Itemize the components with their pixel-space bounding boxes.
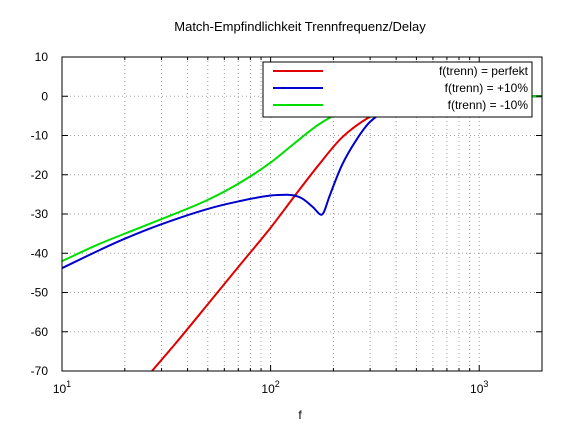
x-tick-exponent: 1 xyxy=(66,379,71,389)
series-line-2 xyxy=(62,95,542,270)
y-tick-label: 0 xyxy=(41,89,48,103)
legend-label-2: f(trenn) = +10% xyxy=(445,81,529,95)
x-axis-label: f xyxy=(298,408,302,422)
y-tick-label: -10 xyxy=(31,129,49,143)
legend-label-1: f(trenn) = perfekt xyxy=(439,64,529,78)
x-tick-label: 103 xyxy=(470,379,488,396)
y-tick-label: -40 xyxy=(31,246,49,260)
series-line-1 xyxy=(151,95,542,371)
legend-label-3: f(trenn) = -10% xyxy=(448,98,529,112)
y-tick-label: -50 xyxy=(31,286,49,300)
y-tick-label: -70 xyxy=(31,364,49,378)
legend: f(trenn) = perfekt f(trenn) = +10% f(trenn… xyxy=(262,61,533,118)
y-tick-label: -30 xyxy=(31,207,49,221)
x-tick-base: 10 xyxy=(53,382,67,396)
chart-title: Match-Empfindlichkeit Trennfrequenz/Dela… xyxy=(174,19,426,34)
x-tick-label: 102 xyxy=(261,379,279,396)
y-tick-label: -60 xyxy=(31,325,49,339)
x-tick-exponent: 3 xyxy=(483,379,488,389)
series-line-3 xyxy=(62,95,542,263)
x-tick-base: 10 xyxy=(261,382,275,396)
x-tick-base: 10 xyxy=(470,382,484,396)
y-tick-label: 10 xyxy=(35,50,49,64)
x-tick-label: 101 xyxy=(53,379,71,396)
y-tick-label: -20 xyxy=(31,168,49,182)
x-tick-exponent: 2 xyxy=(275,379,280,389)
